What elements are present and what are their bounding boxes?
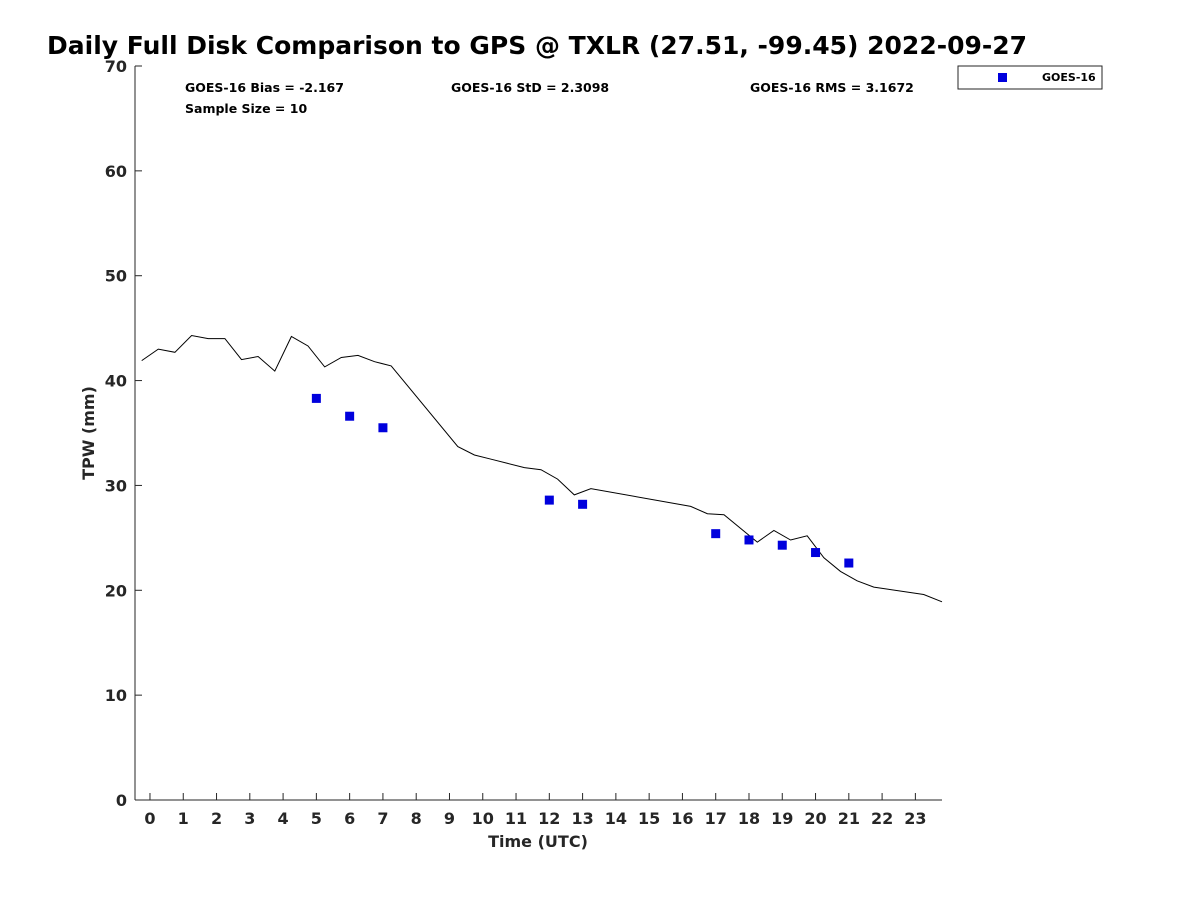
x-tick-label: 1	[178, 809, 189, 828]
x-tick-label: 0	[144, 809, 155, 828]
stat-std: GOES-16 StD = 2.3098	[451, 80, 609, 95]
stat-sample-size: Sample Size = 10	[185, 101, 307, 116]
x-tick-label: 19	[771, 809, 793, 828]
y-tick-label: 30	[105, 476, 127, 495]
legend-label-goes-16: GOES-16	[1042, 71, 1096, 84]
x-tick-group: 0 1 2 3 4 5 6 7 8 9 10 11 12 13 14 15 16 17 18 19 20 21 22 23	[144, 793, 927, 828]
x-tick-label: 16	[671, 809, 693, 828]
goes-16-point	[711, 529, 721, 539]
y-axis-label: TPW (mm)	[79, 386, 98, 480]
stat-rms: GOES-16 RMS = 3.1672	[750, 80, 914, 95]
x-tick-label: 21	[838, 809, 860, 828]
x-tick-label: 18	[738, 809, 760, 828]
y-tick-group: 0 10 20 30 40 50 60 70	[105, 57, 142, 810]
goes-16-point	[345, 411, 355, 421]
plot-area	[134, 66, 942, 801]
y-tick-label: 40	[105, 372, 127, 391]
x-tick-label: 12	[538, 809, 560, 828]
goes-16-point	[544, 495, 554, 505]
x-tick-label: 10	[472, 809, 494, 828]
x-tick-label: 22	[871, 809, 893, 828]
y-tick-label: 60	[105, 162, 127, 181]
legend: GOES-16	[957, 65, 1103, 90]
goes-16-point	[844, 558, 854, 568]
legend-marker-goes-16	[998, 73, 1007, 82]
gps-tpw-line	[141, 334, 943, 603]
x-tick-label: 17	[705, 809, 727, 828]
goes-16-point	[777, 540, 787, 550]
legend-box	[957, 65, 1103, 90]
x-tick-label: 20	[804, 809, 826, 828]
x-tick-label: 5	[311, 809, 322, 828]
goes-16-point	[811, 548, 821, 558]
y-tick-label: 10	[105, 686, 127, 705]
stat-bias: GOES-16 Bias = -2.167	[185, 80, 344, 95]
x-tick-label: 2	[211, 809, 222, 828]
goes-16-point	[578, 499, 588, 509]
x-tick-label: 8	[411, 809, 422, 828]
y-tick-label: 0	[116, 791, 127, 810]
x-tick-label: 9	[444, 809, 455, 828]
x-tick-label: 4	[278, 809, 289, 828]
x-tick-label: 6	[344, 809, 355, 828]
x-tick-label: 11	[505, 809, 527, 828]
goes-16-point	[744, 535, 754, 545]
x-tick-label: 3	[244, 809, 255, 828]
goes-16-point	[311, 393, 321, 403]
x-tick-label: 7	[377, 809, 388, 828]
x-tick-label: 23	[904, 809, 926, 828]
goes-16-point	[378, 423, 388, 433]
y-tick-label: 20	[105, 581, 127, 600]
x-tick-label: 15	[638, 809, 660, 828]
x-tick-label: 13	[571, 809, 593, 828]
chart-title: Daily Full Disk Comparison to GPS @ TXLR…	[47, 31, 1027, 60]
y-tick-label: 50	[105, 267, 127, 286]
y-tick-label: 70	[105, 57, 127, 76]
x-tick-label: 14	[605, 809, 627, 828]
goes-16-series	[311, 393, 854, 568]
x-axis-label: Time (UTC)	[488, 832, 588, 851]
